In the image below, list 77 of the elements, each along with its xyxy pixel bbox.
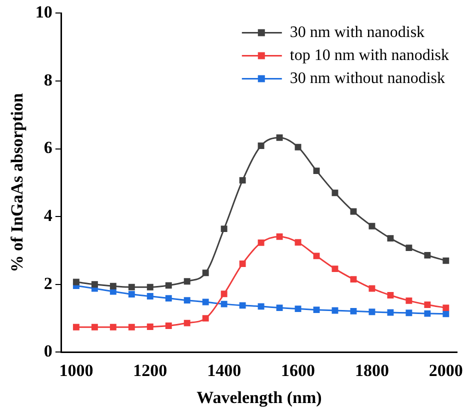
point	[350, 208, 357, 215]
point	[184, 320, 190, 326]
point	[442, 257, 450, 264]
point	[350, 276, 357, 283]
x-tick-label: 1400	[207, 360, 242, 380]
point	[239, 302, 246, 309]
point	[387, 235, 394, 242]
point	[202, 298, 209, 306]
point	[332, 190, 338, 196]
point	[146, 284, 154, 290]
point	[72, 278, 80, 286]
point	[184, 297, 190, 304]
point	[239, 260, 246, 267]
x-tick-label: 1600	[281, 360, 316, 380]
x-tick-label: 1800	[354, 360, 389, 380]
legend-label: top 10 nm with nanodisk	[290, 46, 449, 64]
point	[276, 134, 283, 141]
point	[239, 177, 246, 184]
point	[294, 144, 302, 150]
point	[332, 307, 338, 314]
y-axis-title: % of InGaAs absorption	[8, 92, 27, 272]
legend-label: 30 nm with nanodisk	[290, 24, 425, 41]
y-tick-label: 4	[44, 206, 53, 225]
point	[184, 278, 190, 285]
point	[165, 282, 172, 289]
point	[368, 308, 376, 316]
point	[258, 142, 264, 149]
point	[442, 304, 450, 312]
point	[332, 266, 338, 272]
point	[387, 292, 394, 298]
point	[276, 304, 283, 312]
point	[294, 306, 302, 312]
x-tick-label: 1000	[59, 360, 94, 380]
point	[72, 324, 80, 330]
point	[368, 222, 376, 230]
point	[220, 300, 228, 308]
point	[110, 324, 116, 330]
legend-label: 30 nm without nanodisk	[290, 70, 445, 87]
point	[146, 293, 154, 300]
point	[146, 324, 154, 330]
x-axis-title: Wavelength (nm)	[196, 388, 322, 408]
point	[128, 291, 135, 298]
point	[220, 290, 228, 298]
point	[313, 306, 320, 314]
point	[276, 233, 283, 240]
x-tick-label: 1200	[133, 360, 168, 380]
point	[406, 244, 412, 252]
point	[128, 284, 135, 290]
point	[165, 322, 172, 329]
point	[294, 239, 302, 246]
point	[258, 303, 264, 310]
point	[350, 308, 357, 314]
y-tick-label: 8	[44, 70, 52, 90]
point	[424, 252, 431, 258]
point	[91, 281, 98, 288]
point	[313, 252, 320, 260]
point	[387, 309, 394, 316]
y-tick-label: 0	[44, 342, 52, 361]
point	[313, 168, 320, 174]
y-tick-label: 10	[35, 2, 52, 22]
point	[424, 302, 431, 308]
y-tick-label: 6	[44, 138, 52, 158]
point	[110, 282, 116, 290]
point	[442, 310, 450, 318]
point	[424, 310, 431, 317]
point	[128, 324, 135, 330]
point	[406, 297, 412, 304]
point	[165, 295, 172, 302]
point	[220, 226, 228, 232]
point	[91, 324, 98, 330]
x-tick-label: 2000	[428, 360, 463, 380]
point	[202, 315, 209, 322]
point	[406, 310, 412, 316]
point	[368, 285, 376, 292]
point	[258, 239, 264, 246]
point	[202, 270, 209, 276]
y-tick-label: 2	[44, 274, 52, 293]
